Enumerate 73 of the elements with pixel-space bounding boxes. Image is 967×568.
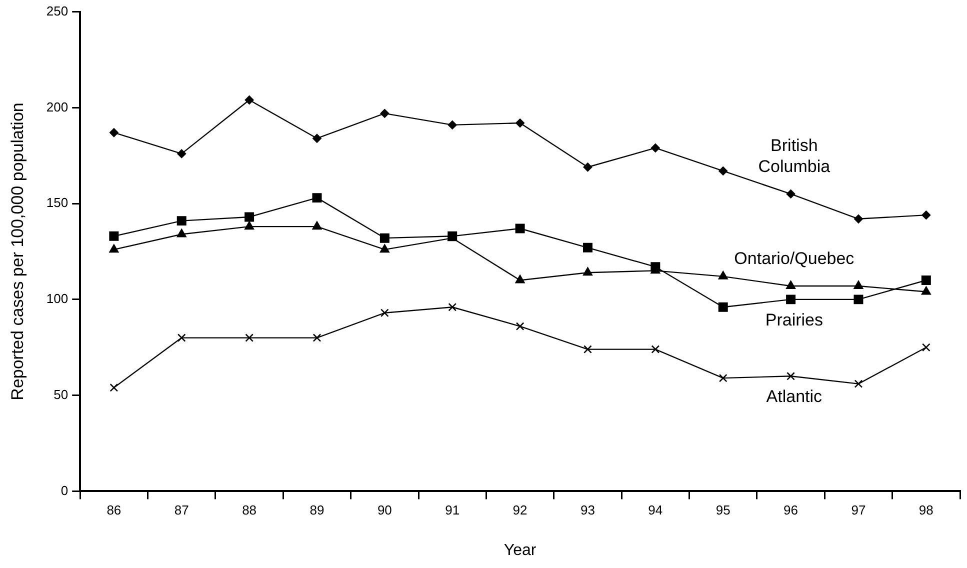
point (380, 108, 390, 118)
point (245, 334, 254, 342)
y-tick-label: 100 (46, 291, 68, 306)
point (854, 280, 864, 290)
x-tick-label: 91 (445, 502, 460, 518)
x-tick-label: 87 (174, 502, 189, 518)
point (651, 345, 660, 354)
x-tick-label: 86 (106, 502, 122, 518)
y-tick-label: 50 (54, 386, 68, 402)
x-tick-label: 97 (851, 502, 866, 518)
point (312, 221, 322, 230)
series-label: British Columbia (758, 136, 831, 176)
point (177, 334, 186, 342)
point (922, 210, 931, 220)
x-tick-label: 92 (512, 502, 528, 518)
point (312, 193, 322, 203)
x-tick-label: 90 (377, 502, 392, 518)
point (922, 343, 930, 352)
point (244, 221, 254, 230)
point (312, 134, 322, 143)
point (854, 294, 864, 304)
point (109, 231, 119, 241)
y-tick-label: 200 (46, 99, 68, 114)
point (786, 189, 796, 198)
y-axis-title: Reported cases per 100,000 population (8, 102, 27, 400)
point (786, 294, 796, 304)
point (380, 244, 390, 253)
point (109, 128, 118, 138)
point (786, 280, 796, 290)
x-tick-label: 98 (918, 502, 934, 518)
point (516, 322, 524, 330)
series-label: Ontario/Quebec (734, 249, 855, 268)
point (718, 270, 728, 280)
point (582, 242, 592, 252)
point (854, 380, 863, 388)
point (312, 334, 322, 342)
point (786, 372, 795, 380)
point (380, 308, 389, 318)
point (516, 118, 525, 128)
point (109, 244, 119, 253)
point (176, 228, 186, 238)
x-axis-title: Year (504, 542, 537, 559)
y-tick-label: 150 (46, 195, 68, 210)
x-tick-label: 94 (648, 502, 663, 518)
x-tick-label: 96 (784, 502, 798, 518)
point (582, 267, 593, 276)
point (110, 383, 118, 392)
point (515, 274, 525, 284)
point (244, 96, 254, 105)
x-tick-label: 93 (580, 502, 595, 518)
point (176, 216, 186, 226)
point (177, 149, 186, 158)
x-tick-label: 95 (716, 502, 730, 518)
y-tick-label: 250 (46, 3, 68, 18)
point (448, 120, 457, 130)
series-label: Atlantic (766, 387, 823, 406)
point (584, 345, 592, 354)
point (718, 374, 728, 382)
x-tick-label: 88 (242, 502, 257, 518)
point (380, 233, 390, 243)
point (650, 143, 660, 152)
point (921, 286, 931, 295)
x-tick-label: 89 (310, 502, 324, 518)
point (854, 214, 863, 224)
point (583, 162, 592, 172)
point (244, 212, 254, 222)
series-label: Prairies (765, 310, 823, 330)
point (448, 302, 457, 312)
point (718, 302, 728, 312)
point (515, 224, 525, 234)
point (921, 276, 931, 286)
y-tick-label: 0 (60, 482, 68, 498)
point (718, 166, 728, 176)
